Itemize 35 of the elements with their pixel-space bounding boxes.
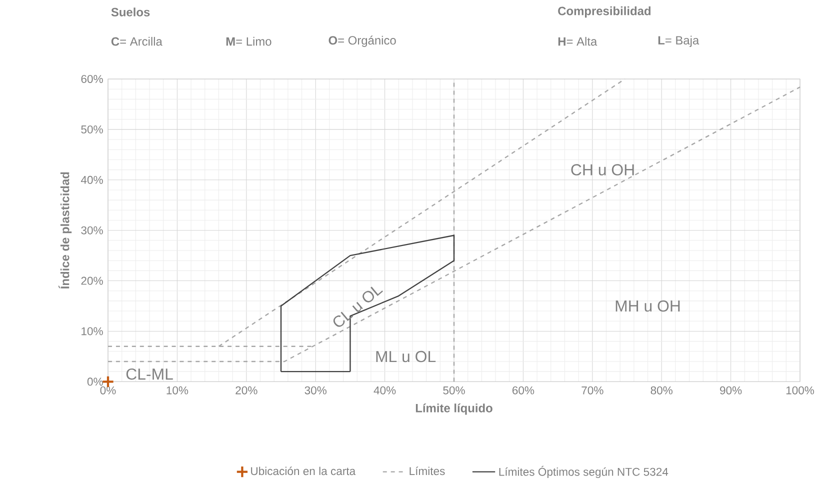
x-tick-label: 20% (236, 386, 258, 395)
x-tick-label: 60% (512, 386, 534, 395)
text: H= Alta (558, 37, 598, 46)
x-tick-label: 100% (786, 386, 814, 395)
annotation: ML u OL (376, 351, 436, 362)
x-tick-label: 90% (720, 386, 742, 395)
text: Compresibilidad (558, 6, 650, 18)
y-tick-label: 0% (87, 378, 103, 386)
text: C= Arcilla (111, 37, 162, 46)
annotation: CH u OH (571, 164, 634, 176)
x-tick-label: 30% (304, 386, 327, 395)
x-tick-label: 80% (650, 386, 673, 395)
annotation: MH u OH (616, 300, 680, 312)
x-tick-label: 50% (443, 386, 465, 395)
y-tick-label: 40% (80, 176, 103, 184)
y-axis-title: Índice de plasticidad (58, 172, 72, 289)
text: L= Baja (658, 36, 700, 48)
x-tick-label: 0% (100, 386, 116, 395)
y-tick-label: 60% (81, 75, 103, 84)
x-tick-label: 40% (374, 386, 396, 395)
legend-label: Límites (410, 466, 445, 476)
legend-label: Límites Óptimos según NTC 5324 (499, 466, 668, 478)
annotation: CL-ML (126, 368, 173, 380)
y-tick-label: 20% (81, 276, 103, 285)
x-tick-label: 10% (166, 386, 188, 395)
x-axis-title: Límite líquido (416, 404, 492, 415)
y-tick-label: 50% (81, 126, 103, 134)
annotation: CL u OL (333, 286, 383, 328)
text: M= Limo (226, 37, 272, 46)
text: O= Orgánico (328, 36, 396, 48)
y-tick-label: 30% (81, 226, 103, 234)
y-tick-label: 10% (82, 327, 103, 336)
legend-label: Ubicación en la carta (251, 466, 356, 476)
text: Suelos (111, 8, 150, 17)
x-tick-label: 70% (582, 386, 604, 395)
